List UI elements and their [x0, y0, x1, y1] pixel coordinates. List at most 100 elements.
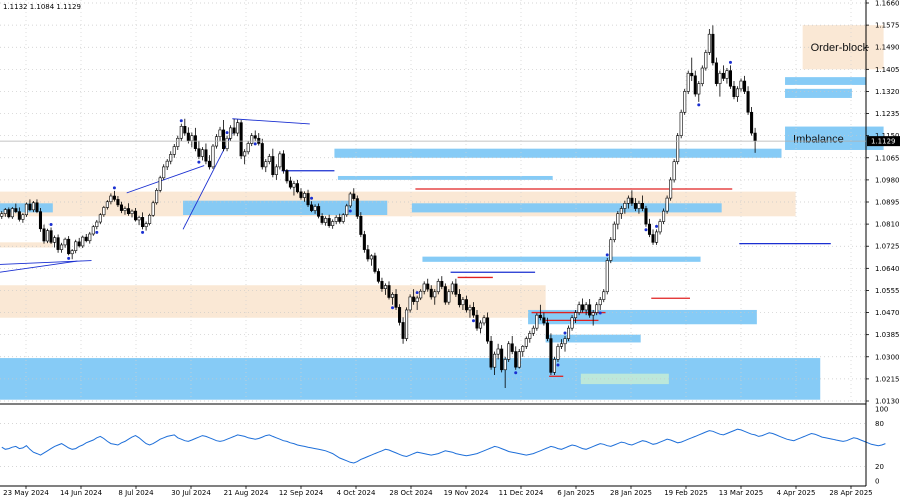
candle-body-up	[405, 309, 409, 339]
candle	[401, 317, 405, 344]
candle	[549, 333, 553, 375]
candle	[510, 335, 514, 355]
candle	[602, 289, 606, 303]
candle	[310, 201, 314, 213]
candle-body-up	[584, 304, 588, 311]
candle-body-up	[739, 80, 743, 90]
candle	[683, 88, 687, 115]
candle-body-up	[292, 183, 296, 188]
candle-body-down	[28, 203, 32, 211]
candle-body-up	[383, 285, 388, 289]
swing-high-marker	[563, 331, 567, 335]
candle-body-down	[310, 204, 314, 211]
candle-body-up	[109, 195, 113, 203]
candle	[302, 191, 307, 202]
candle-body-down	[394, 294, 398, 308]
candle-body-up	[95, 221, 99, 228]
candle-body-up	[683, 91, 687, 113]
candle	[204, 143, 208, 165]
candle-body-up	[552, 359, 556, 373]
candle	[95, 219, 99, 230]
oscillator-tick-label: 100	[875, 406, 888, 414]
candle-body-down	[49, 230, 53, 243]
candle-body-down	[690, 72, 694, 77]
candle-body-down	[538, 314, 542, 319]
candle-body-up	[10, 208, 14, 218]
time-tick-label: 21 Aug 2024	[224, 489, 269, 497]
candle-body-up	[190, 135, 194, 142]
swing-low-marker	[514, 371, 518, 375]
candle	[211, 143, 215, 169]
imbalance-zone	[785, 126, 884, 150]
candle-body-up	[531, 327, 535, 334]
candle	[17, 207, 21, 222]
candle	[345, 203, 349, 217]
swing-low-marker	[253, 142, 257, 146]
candle-body-up	[662, 210, 666, 222]
time-tick-label: 19 Nov 2024	[444, 489, 489, 497]
candle-body-up	[45, 230, 50, 242]
candle-body-down	[204, 149, 208, 162]
candle-body-up	[144, 223, 148, 228]
candle	[21, 213, 25, 223]
candle-body-up	[450, 283, 454, 293]
candle	[179, 123, 183, 142]
candle	[531, 325, 535, 336]
candle-body-up	[63, 238, 67, 246]
candle-body-down	[183, 126, 187, 134]
candle-body-down	[207, 160, 211, 168]
candle-body-up	[700, 67, 704, 84]
candle-body-up	[334, 217, 338, 222]
candle-body-up	[165, 160, 169, 168]
candle	[317, 203, 321, 219]
candle	[0, 211, 4, 219]
candle-body-up	[81, 236, 85, 247]
candle-body-down	[549, 338, 553, 373]
price-tick-label: 1.0555	[875, 287, 900, 295]
candle	[218, 126, 222, 141]
candle	[679, 109, 683, 139]
candle	[53, 235, 57, 248]
candle-body-down	[352, 193, 356, 199]
candle-body-up	[602, 291, 606, 300]
candle	[267, 153, 271, 165]
candle	[743, 75, 747, 95]
candle-body-up	[243, 151, 247, 157]
grid	[0, 0, 866, 404]
time-tick-label: 23 May 2024	[3, 489, 49, 497]
candle	[524, 336, 528, 349]
candle-body-down	[380, 281, 384, 289]
candle	[728, 65, 732, 89]
candle	[577, 301, 581, 316]
candle	[521, 345, 525, 357]
trendline	[0, 260, 78, 273]
candle-body-down	[35, 202, 39, 212]
candle	[672, 159, 676, 183]
price-tick-label: 1.0130	[875, 398, 900, 406]
price-tick-label: 1.1320	[875, 88, 900, 96]
candle	[84, 233, 88, 243]
candle-body-down	[288, 180, 292, 188]
candle	[563, 335, 567, 352]
imbalance-zone	[0, 358, 821, 400]
candle	[109, 193, 113, 205]
candle-body-down	[239, 122, 243, 157]
candle	[123, 206, 127, 215]
swing-high-marker	[310, 196, 314, 200]
candle	[63, 237, 67, 248]
candle-body-up	[137, 217, 141, 221]
candle-body-up	[496, 348, 500, 355]
candle	[250, 133, 254, 147]
candle	[130, 209, 134, 218]
candle	[552, 356, 556, 375]
swing-high-marker	[728, 60, 732, 64]
candle-body-down	[443, 286, 447, 303]
candle	[704, 49, 708, 71]
time-tick-label: 30 Jul 2024	[171, 489, 211, 497]
candle	[429, 285, 433, 300]
candle-body-up	[605, 260, 609, 293]
candle	[165, 159, 169, 171]
candle	[478, 320, 483, 334]
candle	[232, 119, 236, 136]
candle-body-up	[672, 161, 676, 181]
